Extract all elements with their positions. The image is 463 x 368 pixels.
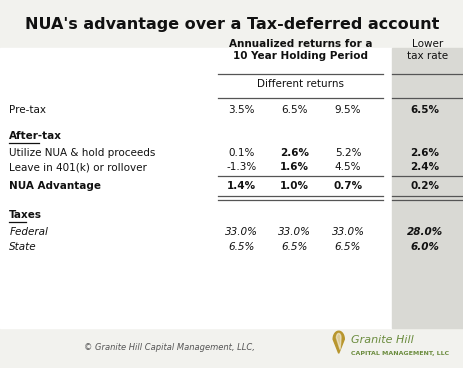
Text: 4.5%: 4.5% — [334, 162, 361, 173]
Text: After-tax: After-tax — [9, 131, 62, 141]
Text: 28.0%: 28.0% — [406, 227, 442, 237]
Text: Utilize NUA & hold proceeds: Utilize NUA & hold proceeds — [9, 148, 155, 158]
Text: NUA's advantage over a Tax-deferred account: NUA's advantage over a Tax-deferred acco… — [25, 17, 438, 32]
Bar — [0, 48, 391, 328]
Text: 6.0%: 6.0% — [409, 241, 438, 252]
Text: 0.7%: 0.7% — [333, 181, 362, 191]
Text: 0.2%: 0.2% — [409, 181, 438, 191]
Text: Granite Hill: Granite Hill — [350, 335, 413, 346]
Text: 6.5%: 6.5% — [334, 241, 360, 252]
Polygon shape — [336, 333, 340, 350]
Text: Lower
tax rate: Lower tax rate — [407, 39, 448, 61]
Text: 2.4%: 2.4% — [409, 162, 438, 173]
Text: 33.0%: 33.0% — [331, 227, 364, 237]
Text: NUA Advantage: NUA Advantage — [9, 181, 101, 191]
Text: 3.5%: 3.5% — [227, 105, 254, 116]
Text: State: State — [9, 241, 37, 252]
Bar — [391, 48, 463, 328]
Text: 1.4%: 1.4% — [226, 181, 255, 191]
Text: © Granite Hill Capital Management, LLC,: © Granite Hill Capital Management, LLC, — [83, 343, 254, 352]
Text: 6.5%: 6.5% — [228, 241, 254, 252]
Text: 6.5%: 6.5% — [281, 241, 307, 252]
Text: 1.6%: 1.6% — [280, 162, 308, 173]
Text: 33.0%: 33.0% — [277, 227, 311, 237]
Text: 2.6%: 2.6% — [409, 148, 438, 158]
Text: Different returns: Different returns — [257, 79, 343, 89]
Text: Taxes: Taxes — [9, 210, 42, 220]
Text: Federal: Federal — [9, 227, 48, 237]
Text: CAPITAL MANAGEMENT, LLC: CAPITAL MANAGEMENT, LLC — [350, 351, 448, 356]
Text: 33.0%: 33.0% — [224, 227, 257, 237]
Text: 6.5%: 6.5% — [409, 105, 438, 116]
Text: 1.0%: 1.0% — [280, 181, 308, 191]
Text: Leave in 401(k) or rollover: Leave in 401(k) or rollover — [9, 162, 147, 173]
Text: 2.6%: 2.6% — [280, 148, 308, 158]
Text: 9.5%: 9.5% — [334, 105, 361, 116]
Text: -1.3%: -1.3% — [225, 162, 256, 173]
Text: 5.2%: 5.2% — [334, 148, 361, 158]
Text: Annualized returns for a
10 Year Holding Period: Annualized returns for a 10 Year Holding… — [228, 39, 371, 61]
Text: Pre-tax: Pre-tax — [9, 105, 46, 116]
Polygon shape — [332, 331, 344, 353]
Text: 6.5%: 6.5% — [281, 105, 307, 116]
Text: 0.1%: 0.1% — [228, 148, 254, 158]
